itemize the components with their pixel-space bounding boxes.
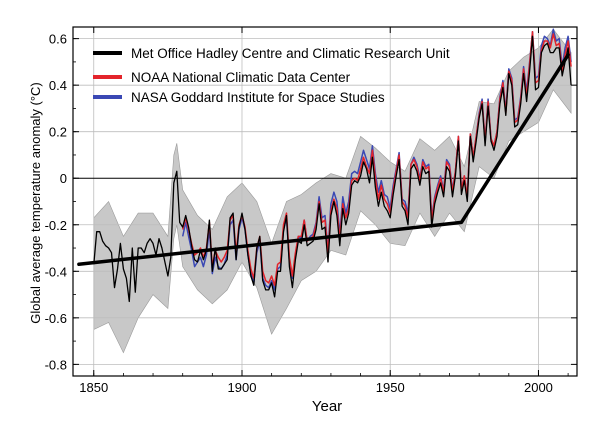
y-tick-label: 0.4 [49, 78, 67, 93]
y-tick-label: -0.2 [45, 218, 67, 233]
y-tick-label: -0.6 [45, 311, 67, 326]
legend: Met Office Hadley Centre and Climatic Re… [93, 46, 450, 105]
y-axis-label: Global average temperature anomaly (°C) [28, 82, 43, 323]
trend-line [77, 53, 570, 267]
y-tick-label: 0 [60, 171, 67, 186]
y-tick-label: 0.6 [49, 32, 67, 47]
y-tick-label: 0.2 [49, 125, 67, 140]
legend-label-2: NASA Goddard Institute for Space Studies [131, 90, 385, 105]
y-tick-label: -0.4 [45, 264, 67, 279]
series-line-0 [93, 35, 572, 303]
x-tick-label: 2000 [524, 380, 553, 395]
x-tick-label: 1900 [228, 380, 257, 395]
legend-label-1: NOAA National Climatic Data Center [131, 70, 351, 85]
legend-label-0: Met Office Hadley Centre and Climatic Re… [131, 46, 450, 61]
trend-layer [77, 53, 570, 267]
x-tick-label: 1950 [376, 380, 405, 395]
y-tick-label: -0.8 [45, 357, 67, 372]
axes-layer: -0.8 -0.6 -0.4 -0.2 0 0.2 0.4 0.6 1850 1900 1950 20… [45, 26, 578, 395]
x-tick-label: 1850 [79, 380, 108, 395]
grid-layer [73, 27, 577, 376]
x-axis-label: Year [312, 398, 342, 415]
